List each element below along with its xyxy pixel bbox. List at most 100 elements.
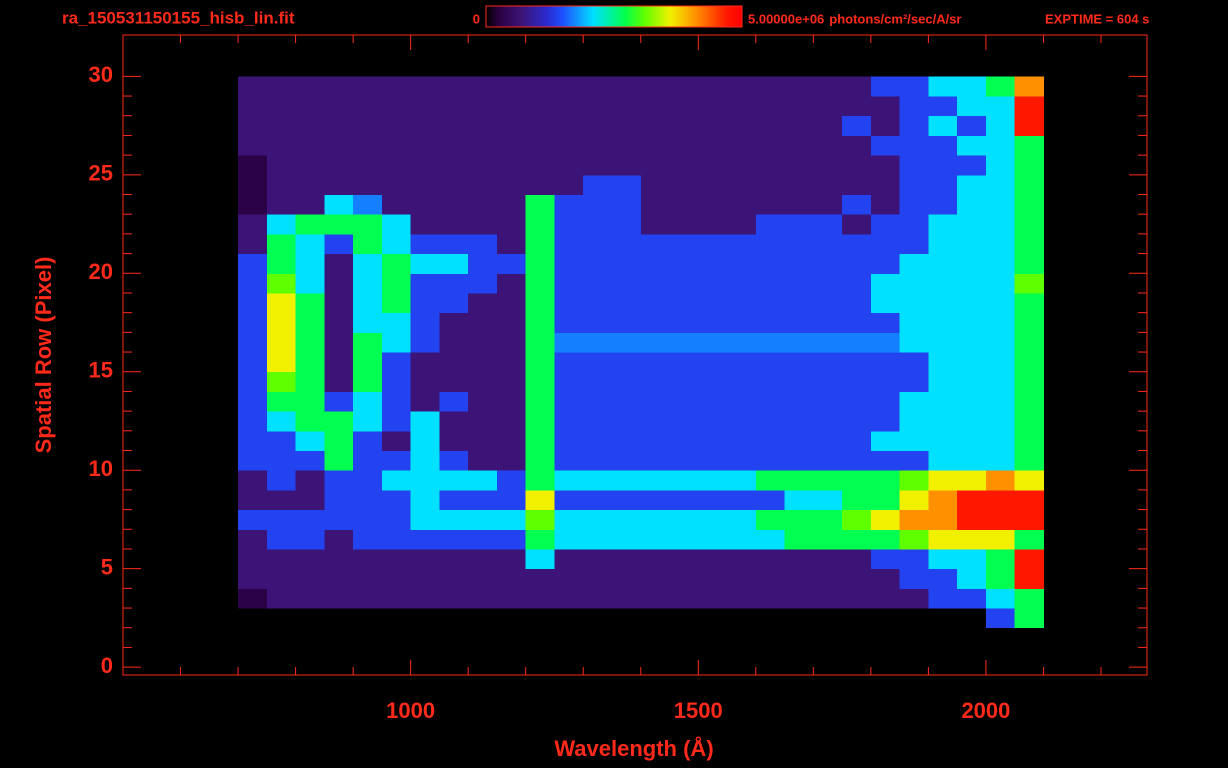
cell	[295, 529, 325, 550]
cell	[727, 253, 757, 274]
cell	[870, 332, 901, 353]
cell	[928, 352, 958, 373]
cell	[957, 411, 987, 432]
cell	[640, 450, 671, 471]
cell	[554, 608, 584, 629]
cell	[468, 214, 498, 235]
cell	[698, 115, 728, 136]
cell	[381, 430, 412, 452]
cell	[813, 273, 843, 294]
cell	[1014, 273, 1044, 294]
cell	[238, 470, 268, 491]
cell	[755, 608, 786, 629]
cell	[353, 214, 383, 235]
cell	[324, 194, 354, 215]
cell	[842, 253, 872, 274]
cell	[295, 568, 325, 589]
cell	[468, 529, 498, 550]
cell	[238, 155, 268, 176]
cell	[611, 96, 642, 117]
cell	[1014, 352, 1044, 373]
cell	[496, 214, 527, 235]
cell	[928, 312, 958, 333]
cell	[554, 115, 584, 136]
cell	[266, 115, 297, 136]
cell	[324, 332, 354, 353]
cell	[496, 548, 527, 570]
cell	[669, 332, 699, 353]
cell	[410, 155, 440, 176]
cell	[985, 371, 1016, 392]
cell	[1014, 233, 1044, 255]
cell	[842, 115, 872, 136]
cell	[439, 135, 469, 156]
cell	[468, 312, 498, 333]
cell	[640, 411, 671, 432]
cell	[698, 371, 728, 392]
cell	[755, 292, 786, 314]
cell	[813, 312, 843, 333]
cell	[266, 332, 297, 353]
cell	[870, 174, 901, 196]
cell	[381, 96, 412, 117]
cell	[266, 174, 297, 196]
cell	[727, 312, 757, 333]
cell	[899, 253, 929, 274]
cell	[755, 489, 786, 511]
cell	[899, 174, 929, 196]
cell	[813, 155, 843, 176]
cell	[439, 391, 469, 412]
cell	[957, 194, 987, 215]
cell	[813, 352, 843, 373]
cell	[1014, 76, 1044, 97]
cell	[842, 174, 872, 196]
cell	[669, 411, 699, 432]
cell	[813, 450, 843, 471]
cell	[899, 233, 929, 255]
cell	[698, 76, 728, 97]
cell	[525, 568, 555, 589]
cell	[813, 194, 843, 215]
colorbar-label: photons/cm²/sec/A/sr	[829, 11, 961, 26]
y-tick-label: 15	[89, 358, 113, 383]
cell	[238, 391, 268, 412]
cell	[870, 548, 901, 570]
x-tick-label: 2000	[961, 698, 1010, 723]
cell	[727, 529, 757, 550]
cell	[1014, 548, 1044, 570]
cell	[611, 489, 642, 511]
cell	[985, 96, 1016, 117]
cell	[496, 352, 527, 373]
cell	[238, 174, 268, 196]
cell	[957, 155, 987, 176]
cell	[238, 588, 268, 609]
cell	[554, 155, 584, 176]
cell	[583, 509, 613, 530]
cell	[525, 194, 555, 215]
cell	[813, 174, 843, 196]
cell	[899, 96, 929, 117]
cell	[525, 450, 555, 471]
cell	[784, 115, 814, 136]
cell	[410, 312, 440, 333]
cell	[813, 115, 843, 136]
cell	[381, 608, 412, 629]
cell	[985, 430, 1016, 452]
cell	[870, 253, 901, 274]
cell	[554, 489, 584, 511]
cell	[496, 155, 527, 176]
cell	[583, 214, 613, 235]
cell	[842, 608, 872, 629]
cell	[295, 352, 325, 373]
cell	[784, 76, 814, 97]
cell	[353, 253, 383, 274]
cell	[727, 371, 757, 392]
cell	[266, 292, 297, 314]
cell	[669, 214, 699, 235]
cell	[583, 352, 613, 373]
cell	[238, 214, 268, 235]
cell	[727, 548, 757, 570]
cell	[611, 214, 642, 235]
